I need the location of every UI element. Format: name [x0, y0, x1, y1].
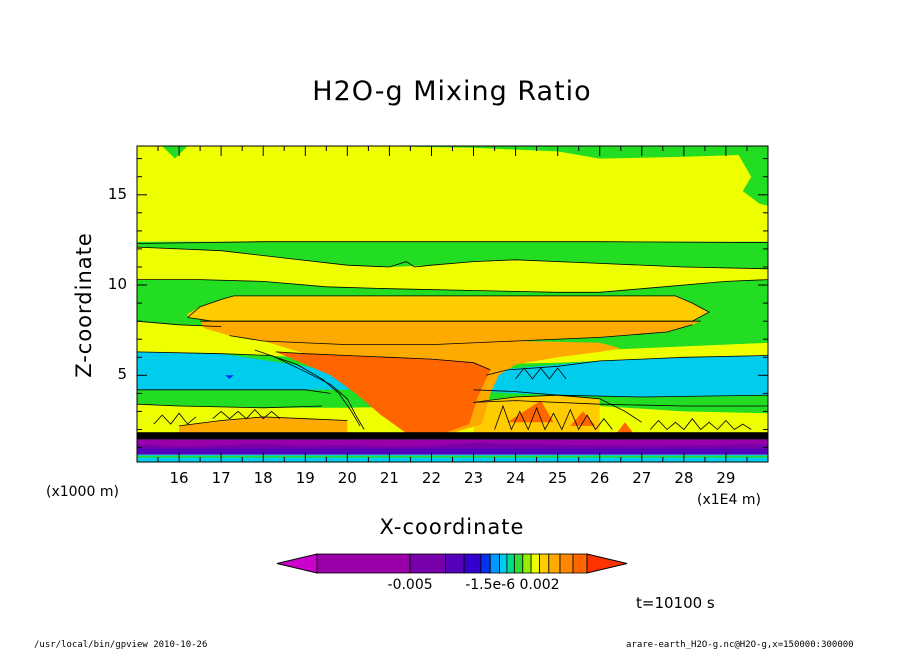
- contour-line-16: [179, 416, 348, 427]
- x-tick-label-26: 26: [590, 469, 610, 487]
- colorbar-cell-9: [522, 553, 532, 574]
- contour-line-18: [494, 404, 613, 431]
- contour-region-11: [187, 295, 710, 322]
- contour-line-0: [137, 241, 768, 244]
- colorbar-cell-14: [572, 553, 588, 574]
- contour-line-12: [254, 349, 361, 427]
- colorbar-label-1: -1.5e-6: [465, 577, 516, 593]
- contour-region-24: [225, 375, 234, 379]
- contour-region-5: [137, 351, 768, 397]
- contour-line-9: [137, 389, 331, 394]
- contour-line-13: [486, 355, 768, 376]
- contour-line-20: [153, 412, 197, 425]
- colorbar-label-2: 0.002: [519, 577, 560, 593]
- y-tick-label-15: 15: [107, 184, 127, 203]
- y-tick-label-10: 10: [107, 275, 127, 294]
- x-tick-label-24: 24: [506, 469, 526, 487]
- chart-title: H2O-g Mixing Ratio: [312, 76, 592, 107]
- colorbar-over-triangle: [586, 553, 628, 574]
- contour-line-7: [137, 320, 222, 327]
- contour-line-22: [649, 418, 752, 431]
- x-tick-label-23: 23: [463, 469, 484, 487]
- contour-line-17: [473, 394, 643, 423]
- contour-line-1: [137, 246, 768, 270]
- colorbar-cell-0: [316, 553, 411, 574]
- colorbar-cell-1: [409, 553, 446, 574]
- colorbar-cell-5: [489, 553, 500, 574]
- contour-region-9: [179, 416, 348, 434]
- contour-region-15: [507, 400, 554, 423]
- contour-line-5: [229, 324, 693, 346]
- contour-line-11: [271, 355, 365, 430]
- x-tick-label-20: 20: [337, 469, 357, 487]
- colorbar-cell-6: [499, 553, 508, 574]
- x-tick-label-16: 16: [169, 469, 189, 487]
- x-scale-note: (x1E4 m): [697, 492, 761, 508]
- contour-region-14: [275, 351, 491, 434]
- colorbar-cell-8: [514, 553, 524, 574]
- contour-region-3: [137, 247, 768, 293]
- contour-region-16: [570, 411, 596, 426]
- contour-region-17: [616, 422, 634, 434]
- x-tick-label-17: 17: [211, 469, 231, 487]
- colorbar-under-triangle: [276, 553, 318, 574]
- footer-right: arare-earth_H2O-g.nc@H2O-g,x=150000:3000…: [626, 640, 854, 650]
- y-tick-label-5: 5: [117, 365, 127, 384]
- colorbar-cell-2: [445, 553, 465, 574]
- contour-line-21: [212, 409, 281, 420]
- time-label: t=10100 s: [636, 594, 715, 612]
- colorbar-cell-12: [548, 553, 561, 574]
- x-tick-label-22: 22: [421, 469, 441, 487]
- x-tick-label-29: 29: [716, 469, 736, 487]
- footer-left: /usr/local/bin/gpview 2010-10-26: [34, 640, 208, 650]
- contour-region-23: [137, 455, 768, 458]
- contour-region-1: [137, 146, 768, 242]
- x-tick-label-27: 27: [632, 469, 652, 487]
- x-tick-label-19: 19: [295, 469, 315, 487]
- colorbar-cell-11: [539, 553, 550, 574]
- boundary-band: [137, 432, 768, 440]
- x-axis-label: X-coordinate: [379, 515, 525, 539]
- colorbar-cell-13: [559, 553, 574, 574]
- x-tick-label-18: 18: [253, 469, 273, 487]
- x-tick-label-25: 25: [548, 469, 568, 487]
- colorbar-label-0: -0.005: [387, 577, 433, 593]
- x-unit-note: (x1000 m): [46, 484, 119, 500]
- contour-line-6: [275, 351, 491, 371]
- contour-region-21: [137, 448, 768, 455]
- contour-line-2: [137, 279, 768, 293]
- colorbar-cell-10: [530, 553, 540, 574]
- contour-line-8: [137, 351, 272, 356]
- colorbar-cell-7: [506, 553, 515, 574]
- contour-line-10: [137, 403, 323, 409]
- colorbar-cell-4: [480, 553, 491, 574]
- contour-region-20: [137, 443, 768, 449]
- contour-line-15: [473, 400, 768, 407]
- colorbar-cell-3: [463, 553, 482, 574]
- y-axis-label: Z-coordinate: [72, 232, 96, 378]
- contour-region-12: [200, 321, 701, 345]
- x-tick-label-28: 28: [674, 469, 694, 487]
- contour-line-19: [515, 367, 567, 380]
- x-tick-label-21: 21: [379, 469, 399, 487]
- colorbar: [276, 553, 628, 574]
